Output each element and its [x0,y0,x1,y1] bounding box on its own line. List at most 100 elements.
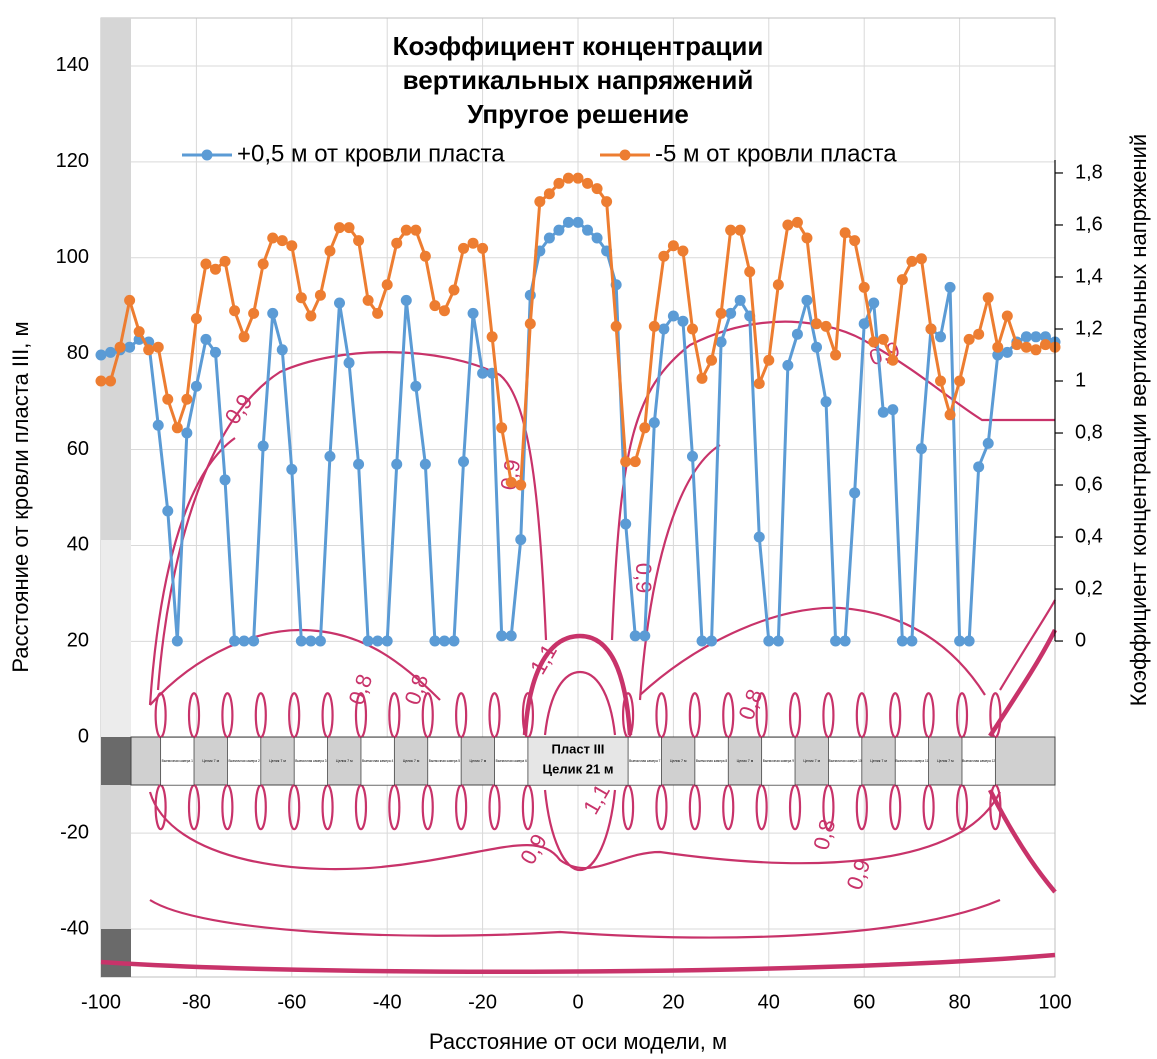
chamber-label: Выемочная камера 11 [895,759,928,763]
series-marker [906,255,918,267]
series-marker [429,635,441,647]
series-marker [849,235,861,247]
y-tick-label: 40 [67,534,89,556]
series-marker [639,422,651,434]
x-tick-label: -60 [277,991,306,1013]
series-marker [839,635,851,647]
series-marker [124,294,136,306]
series-marker [286,463,298,475]
series-marker [381,279,393,291]
series-marker [152,419,164,431]
contour-line [543,670,617,736]
y-tick-label: 80 [67,342,89,364]
series-marker [505,630,517,642]
contour-loop [321,784,334,831]
series-marker [620,518,632,530]
contour-loop [755,784,768,831]
series-marker [1001,346,1013,358]
series-marker [162,505,174,517]
chamber [627,736,662,786]
y2-tick-label: 1,8 [1075,161,1103,183]
contour-loop [187,692,201,739]
y2-tick-label: 0,8 [1075,421,1103,443]
legend-marker [201,149,213,161]
strata-layer [101,540,131,737]
series-marker [543,232,555,244]
series-marker [877,333,889,345]
pillar-label: Целик 7 м [737,759,754,763]
legend-marker [619,149,631,161]
contour-loop [922,784,935,831]
chamber-label: Выемочная камера 6 [496,759,528,763]
contour-loop [154,692,167,739]
contour-loop [788,784,802,831]
series-marker [734,294,746,306]
series-marker [763,354,775,366]
contour-loop [788,692,802,739]
series-marker [295,635,307,647]
contour-loop [688,692,701,739]
contour-loop [254,692,267,739]
x-tick-label: 60 [853,991,875,1013]
y-tick-label: 100 [56,246,89,268]
strata-layer [101,737,131,785]
series-marker [114,341,126,353]
series-marker [219,255,231,267]
y-tick-label: 60 [67,438,89,460]
contour-loop [621,784,635,831]
series-marker [248,307,260,319]
contour-line [638,444,721,701]
series-marker [868,336,880,348]
pillar-label: Целик 7 м [937,759,954,763]
center-pillar [527,736,629,786]
series-marker [706,635,718,647]
series-marker [839,227,851,239]
y-tick-label: 140 [56,54,89,76]
contour-loop [855,784,868,831]
series-marker [935,331,947,343]
series-marker [314,289,326,301]
y2-tick-label: 0,6 [1075,473,1103,495]
series-marker [887,404,899,416]
chamber [761,736,796,786]
series [95,172,1061,647]
series-marker [954,375,966,387]
contour-loop [388,784,401,831]
chamber-label: Выемочная камера 2 [228,759,260,763]
contour-loop [254,784,267,831]
y2-tick-label: 0 [1075,629,1086,651]
series-marker [553,177,565,189]
contour-loop [421,784,434,831]
series-marker [744,266,756,278]
series-marker [238,331,250,343]
chamber-label: Выемочная камера 10 [829,759,862,763]
series-marker [1001,310,1013,322]
series-marker [782,219,794,231]
series-marker [105,346,117,358]
seam-boxes: Выемочная камера 1 Целик 7 м Выемочная кам… [160,736,996,786]
series-marker [467,307,479,319]
series-marker [601,196,613,208]
series-marker [620,456,632,468]
strata-layer [101,929,131,977]
series-marker [591,232,603,244]
center-pillar-label: Целик 21 м [543,762,614,777]
strata-column [101,18,131,977]
chamber [293,736,328,786]
chamber-label: Выемочная камера 3 [295,759,327,763]
series-marker [811,318,822,330]
contour-line [543,789,617,872]
series-marker [935,375,947,387]
series-marker [677,245,689,257]
series-marker [334,222,345,234]
series-marker [343,222,355,234]
series-marker [229,635,241,647]
contour-loop [354,784,368,831]
series-marker [706,354,718,366]
series-marker [572,172,584,184]
contour-loop [822,692,835,739]
series-marker [400,224,412,236]
series-marker [515,479,527,491]
series-marker [143,344,155,356]
series-marker [295,292,307,304]
